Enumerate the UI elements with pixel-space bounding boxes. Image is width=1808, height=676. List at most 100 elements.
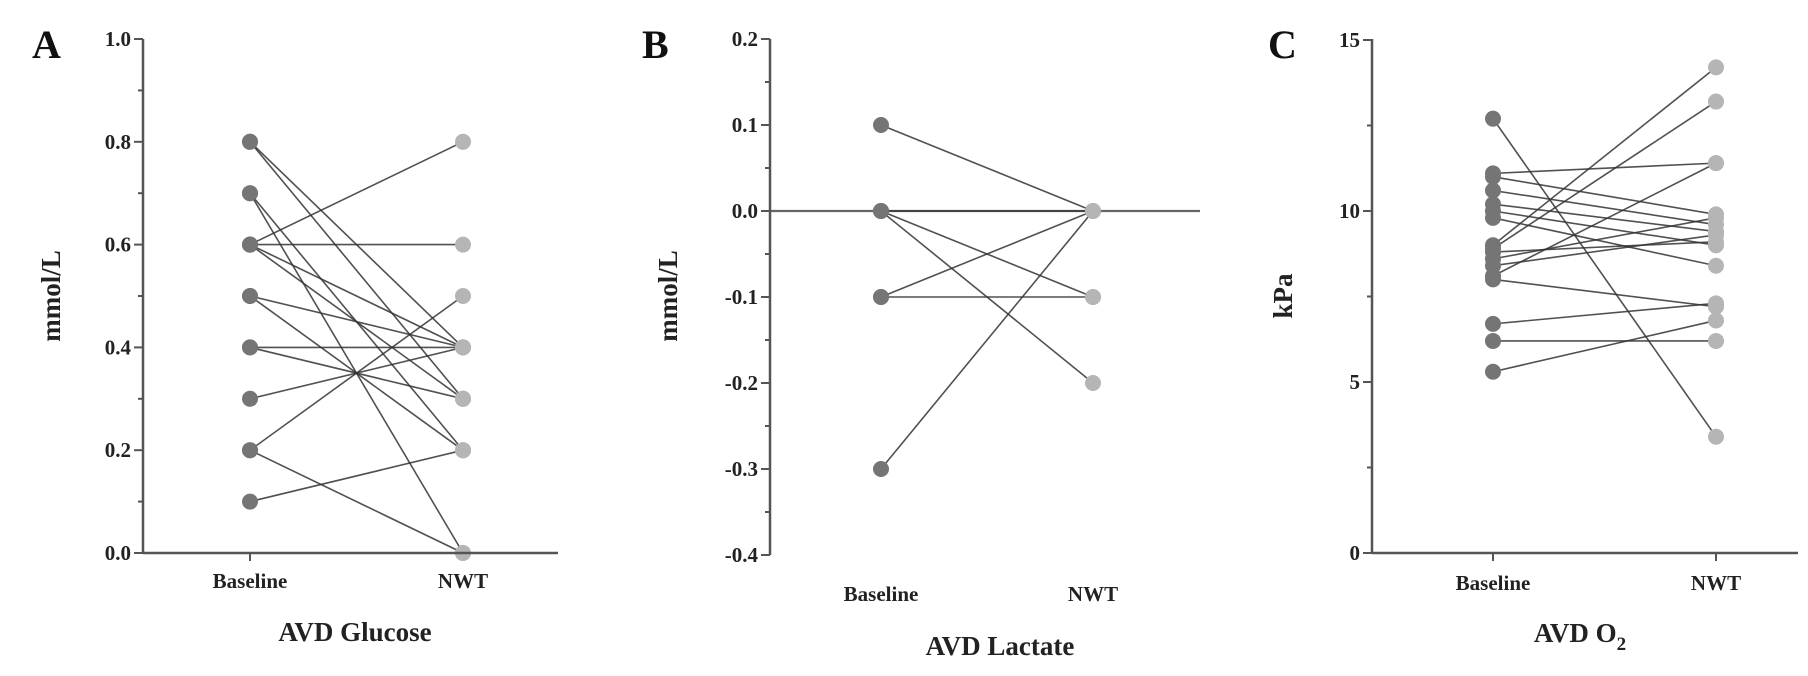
baseline-point (1485, 332, 1501, 349)
subject-line (1492, 203, 1717, 233)
y-tick-label: 0.8 (105, 130, 131, 154)
y-axis-ticks-c: 0 5 10 15 (1339, 28, 1372, 565)
baseline-point (242, 133, 258, 150)
baseline-point (242, 442, 258, 459)
y-tick-label: -0.3 (725, 457, 758, 481)
nwt-point (455, 442, 471, 459)
subject-line (1492, 217, 1717, 267)
baseline-point (873, 461, 889, 477)
subject-line (1492, 240, 1717, 253)
subject-line (1492, 118, 1717, 438)
subject-line (1492, 217, 1717, 260)
baseline-point (873, 289, 889, 305)
y-tick-label: 15 (1339, 28, 1360, 52)
y-axis-title-b: mmol/L (653, 250, 683, 342)
y-tick-label: 0.4 (105, 335, 132, 359)
subject-line (249, 141, 464, 246)
y-tick-label: -0.2 (725, 371, 758, 395)
subject-line (249, 449, 464, 503)
panel-b-avd-lactate: B -0.4 -0.3 -0.2 -0.1 0.0 0.1 0.2 Baseline NWT… (642, 22, 1200, 661)
y-tick-label: 0.0 (732, 199, 758, 223)
x-axis-title-a: AVD Glucose (278, 617, 431, 647)
y-tick-label: 0.2 (105, 438, 131, 462)
baseline-point (1485, 315, 1501, 332)
paired-lines-b (880, 124, 1094, 470)
y-tick-label: 10 (1339, 199, 1360, 223)
panel-a-avd-glucose: A 0.0 0.2 0.4 0.6 0.8 1.0 Baseline NWT AVD Gl… (32, 22, 558, 647)
y-axis-title-a: mmol/L (36, 250, 66, 342)
category-label-nwt-c: NWT (1691, 571, 1741, 595)
nwt-point (1708, 209, 1724, 226)
baseline-point (242, 493, 258, 510)
y-tick-label: 0.1 (732, 113, 758, 137)
nwt-point (455, 390, 471, 407)
panel-letter-a: A (32, 22, 61, 67)
panel-letter-b: B (642, 22, 669, 67)
baseline-point (1485, 168, 1501, 185)
y-tick-label: 5 (1350, 370, 1361, 394)
baseline-point (1485, 110, 1501, 127)
subject-line (249, 295, 464, 451)
subject-line (249, 295, 464, 349)
baseline-point (1485, 271, 1501, 288)
y-axis-ticks-a: 0.0 0.2 0.4 0.6 0.8 1.0 (105, 27, 143, 565)
nwt-point (1085, 289, 1101, 305)
nwt-point (455, 288, 471, 304)
baseline-point (242, 236, 258, 253)
nwt-point (1708, 257, 1724, 274)
subject-line (1492, 66, 1717, 246)
nwt-point (1708, 59, 1724, 76)
subject-line (880, 210, 1094, 470)
subject-line (1492, 189, 1717, 226)
y-tick-label: 0 (1350, 541, 1361, 565)
nwt-point (455, 339, 471, 356)
baseline-point (242, 288, 258, 304)
nwt-point (1708, 295, 1724, 312)
subject-line (249, 449, 464, 554)
subject-line (880, 210, 1094, 298)
nwt-point (1708, 332, 1724, 349)
panel-c-avd-o2: C 0 5 10 15 Baseline NWT AVD O2 kPa (1268, 22, 1798, 655)
category-label-nwt-a: NWT (438, 569, 488, 593)
nwt-point (1708, 428, 1724, 445)
y-tick-label: -0.1 (725, 285, 758, 309)
subject-line (1492, 100, 1717, 250)
nwt-point (1708, 226, 1724, 243)
subject-line (1492, 176, 1717, 216)
y-tick-label: 0.0 (105, 541, 131, 565)
nwt-point (1708, 93, 1724, 110)
y-tick-label: 1.0 (105, 27, 131, 51)
nwt-point (455, 236, 471, 253)
baseline-point (242, 390, 258, 407)
paired-lines-a (249, 141, 464, 554)
subject-line (1492, 162, 1717, 175)
subject-line (249, 141, 464, 400)
subject-line (880, 124, 1094, 212)
nwt-point (455, 133, 471, 150)
baseline-point (1485, 209, 1501, 226)
baseline-point (242, 339, 258, 356)
nwt-point (1708, 155, 1724, 172)
panel-letter-c: C (1268, 22, 1297, 67)
baseline-point (242, 185, 258, 202)
data-points-b (873, 117, 1101, 477)
nwt-point (1085, 203, 1101, 219)
data-points-c (1485, 59, 1724, 445)
y-tick-label: 0.2 (732, 27, 758, 51)
category-label-baseline-a: Baseline (213, 569, 288, 593)
paired-lines-c (1492, 66, 1717, 438)
x-axis-title-b: AVD Lactate (926, 631, 1075, 661)
subject-line (1492, 302, 1717, 325)
baseline-point (1485, 182, 1501, 199)
nwt-point (1085, 375, 1101, 391)
baseline-point (1485, 363, 1501, 380)
subject-line (1492, 319, 1717, 373)
subject-line (1492, 162, 1717, 277)
baseline-point (873, 203, 889, 219)
subject-line (1492, 278, 1717, 308)
category-label-baseline-c: Baseline (1456, 571, 1531, 595)
data-points-a (242, 133, 471, 561)
baseline-point (873, 117, 889, 133)
x-axis-title-c: AVD O2 (1534, 618, 1626, 655)
